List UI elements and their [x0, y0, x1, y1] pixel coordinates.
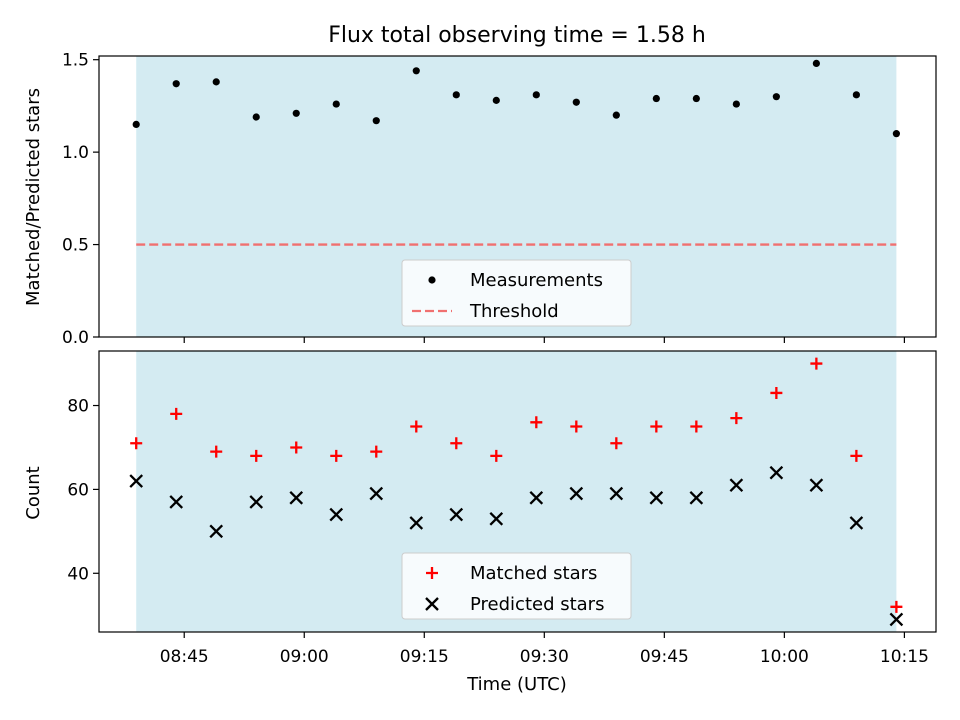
matched-star-point [330, 449, 343, 462]
top-y-axis-label: Matched/Predicted stars [23, 88, 44, 306]
top-y-tick-label: 1.0 [62, 143, 89, 163]
predicted-star-point [329, 507, 344, 522]
predicted-star-point [809, 478, 824, 493]
predicted-star-point [129, 474, 144, 488]
measurement-point [892, 130, 900, 138]
bottom-y-tick-label: 40 [67, 564, 89, 584]
measurement-point [572, 98, 580, 106]
top-y-tick-label: 0.5 [62, 236, 89, 256]
measurement-point [652, 94, 660, 103]
bottom-legend [401, 552, 632, 620]
legend-label: Measurements [470, 270, 603, 291]
matched-star-point [450, 437, 463, 450]
legend-label: Matched stars [470, 563, 597, 584]
legend-label: Threshold [469, 301, 559, 322]
matched-star-point [890, 600, 903, 613]
measurement-point [692, 94, 700, 103]
measurement-point [732, 100, 740, 108]
x-axis-label: Time (UTC) [466, 674, 567, 695]
x-tick-label: 09:30 [520, 647, 569, 667]
matched-star-point [850, 449, 863, 462]
predicted-star-point [489, 511, 504, 526]
predicted-star-point [649, 490, 664, 505]
matched-star-point [130, 437, 143, 450]
bottom-y-axis-label: Count [23, 466, 44, 519]
predicted-star-point [569, 486, 584, 501]
measurement-point [612, 111, 620, 119]
measurement-point [812, 59, 820, 67]
measurement-point [372, 117, 380, 125]
predicted-star-point [369, 486, 384, 501]
matched-star-point [650, 420, 663, 433]
x-tick-label: 09:45 [640, 647, 689, 667]
x-tick-label: 10:00 [760, 647, 809, 667]
matched-star-point [170, 407, 183, 420]
matched-star-point [490, 449, 503, 462]
matched-star-point [570, 420, 583, 433]
predicted-star-point [889, 612, 904, 627]
top-panel: 0.0 0.5 1.0 1.5 Measurements Threshold [62, 51, 937, 348]
predicted-star-point [529, 490, 544, 505]
bottom-y-tick-label: 80 [67, 397, 89, 417]
matched-star-point [410, 420, 423, 433]
x-tick-label: 09:00 [280, 647, 329, 667]
top-y-tick-label: 1.5 [62, 51, 89, 71]
measurement-point [772, 93, 780, 101]
legend-matched-marker [426, 567, 438, 579]
measurement-point [172, 80, 180, 88]
matched-star-point [370, 445, 383, 458]
matched-star-point [530, 416, 543, 429]
x-tick-label: 09:15 [400, 647, 449, 667]
predicted-star-point [289, 490, 304, 505]
matched-star-point [610, 437, 623, 450]
predicted-star-point [769, 465, 784, 480]
predicted-star-point [729, 478, 744, 493]
measurement-point [852, 91, 860, 99]
legend-predicted-marker [425, 597, 439, 611]
chart-title: Flux total observing time = 1.58 h [328, 23, 706, 48]
measurement-point [212, 78, 220, 86]
measurement-point [252, 113, 260, 121]
legend-measurements-marker [428, 276, 436, 284]
bottom-y-tick-label: 60 [67, 480, 89, 500]
measurement-point [452, 91, 460, 99]
measurement-point [532, 91, 540, 99]
measurement-point [412, 67, 420, 75]
predicted-star-point [209, 524, 224, 539]
matched-star-point [290, 441, 303, 454]
measurement-point [132, 120, 140, 129]
top-y-tick-label: 0.0 [62, 328, 89, 348]
bottom-panel: 40 60 80 08:45 09:00 09:15 09:30 09:45 10:00 10:1… [67, 350, 937, 667]
matched-star-point [770, 386, 783, 399]
measurement-point [492, 96, 500, 104]
predicted-star-point [449, 507, 464, 522]
top-legend [401, 259, 632, 327]
measurement-point [292, 109, 300, 117]
matched-star-point [810, 357, 823, 370]
predicted-star-point [169, 495, 184, 509]
measurement-point [332, 100, 340, 108]
predicted-star-point [609, 486, 624, 501]
top-axes-frame [98, 55, 937, 338]
x-tick-label: 10:15 [880, 647, 929, 667]
matched-star-point [210, 445, 223, 458]
predicted-star-point [409, 516, 424, 530]
legend-label: Predicted stars [470, 594, 604, 615]
x-tick-label: 08:45 [160, 647, 209, 667]
predicted-star-point [689, 490, 704, 505]
predicted-star-point [849, 516, 864, 530]
bottom-axes-frame [98, 350, 937, 633]
matched-star-point [250, 449, 263, 462]
predicted-star-point [249, 495, 264, 509]
matched-star-point [690, 420, 703, 433]
matched-star-point [730, 412, 743, 425]
